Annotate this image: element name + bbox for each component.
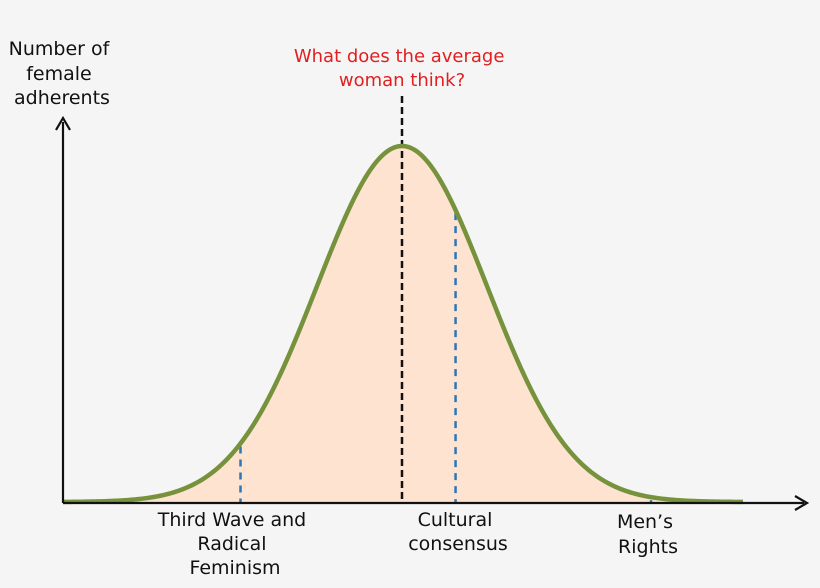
y-axis-label: Number of female adherents — [9, 38, 116, 109]
bell-curve-line — [62, 143, 744, 505]
annotation-line: woman think? — [339, 70, 465, 91]
curve-area-fill — [63, 146, 743, 502]
category-label-line: Feminism — [189, 557, 280, 579]
average-woman-question: What does the average woman think? — [294, 46, 510, 91]
y-axis-arrowhead — [55, 115, 71, 131]
category-label-line: consensus — [408, 533, 508, 555]
y-axis-label-line: Number of — [9, 38, 111, 60]
category-label-line: Third Wave and — [157, 509, 306, 531]
annotation-line: What does the average — [294, 46, 505, 67]
x-axis-arrowhead — [794, 495, 810, 511]
y-axis-label-line: adherents — [14, 87, 110, 109]
cultural-consensus-label: Cultural consensus — [408, 509, 508, 555]
category-label-line: Men’s — [617, 511, 673, 533]
mens-rights-label: Men’s Rights — [617, 511, 679, 558]
category-label-line: Cultural — [418, 509, 493, 531]
y-axis-label-line: female — [26, 63, 92, 85]
third-wave-radical-feminism-label: Third Wave and Radical Feminism — [157, 509, 312, 579]
category-label-line: Rights — [618, 536, 678, 558]
category-label-line: Radical — [197, 533, 266, 555]
